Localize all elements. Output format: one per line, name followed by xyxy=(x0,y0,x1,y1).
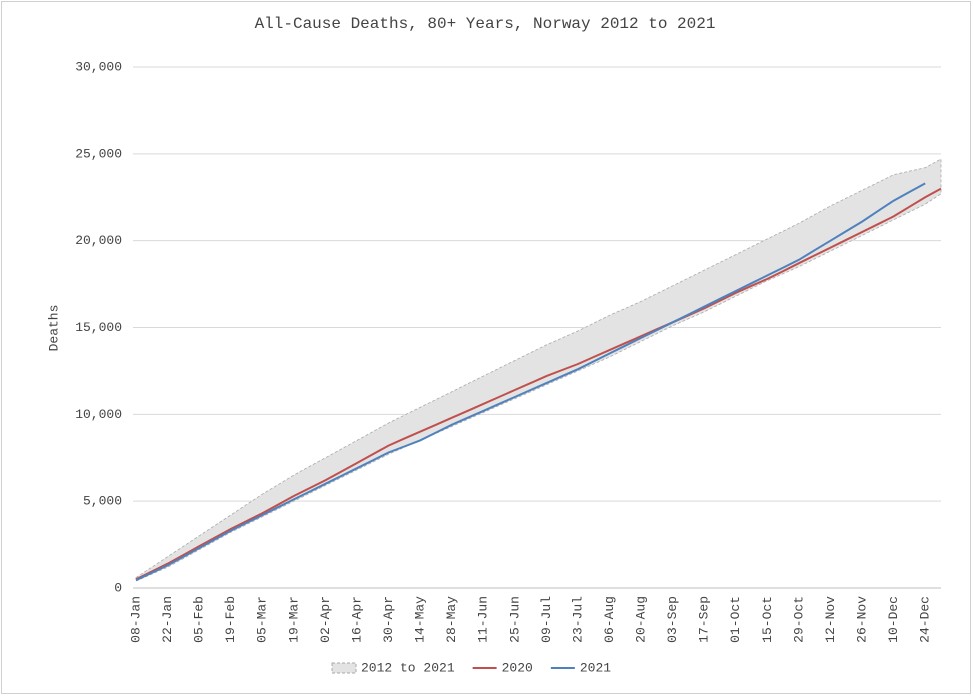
x-tick-label: 17-Sep xyxy=(697,596,712,643)
x-tick-label: 02-Apr xyxy=(318,596,333,643)
x-tick-label: 05-Feb xyxy=(192,596,207,643)
x-tick-label: 12-Nov xyxy=(823,596,838,643)
y-tick-label: 25,000 xyxy=(75,146,122,161)
x-tick-label: 08-Jan xyxy=(128,596,143,643)
x-tick-label: 20-Aug xyxy=(634,596,649,643)
legend-label: 2021 xyxy=(580,660,611,675)
x-tick-label: 10-Dec xyxy=(886,596,901,643)
legend-swatch xyxy=(331,662,357,674)
x-tick-label: 25-Jun xyxy=(507,596,522,643)
x-tick-label: 28-May xyxy=(444,596,459,643)
series-line xyxy=(135,187,942,581)
x-tick-label: 14-May xyxy=(413,596,428,643)
legend-label: 2012 to 2021 xyxy=(361,660,455,675)
x-tick-label: 22-Jan xyxy=(160,596,175,643)
y-tick-label: 5,000 xyxy=(83,494,122,509)
y-tick-label: 30,000 xyxy=(75,59,122,74)
y-axis-label: Deaths xyxy=(46,305,61,352)
y-tick-label: 10,000 xyxy=(75,407,122,422)
legend-label: 2020 xyxy=(502,660,533,675)
x-tick-label: 30-Apr xyxy=(381,596,396,643)
x-tick-label: 23-Jul xyxy=(570,596,585,643)
x-tick-label: 29-Oct xyxy=(791,596,806,643)
x-tick-label: 16-Apr xyxy=(349,596,364,643)
x-tick-label: 11-Jun xyxy=(476,596,491,643)
x-tick-label: 19-Mar xyxy=(286,596,301,643)
x-tick-label: 01-Oct xyxy=(728,596,743,643)
series-line xyxy=(135,182,926,582)
y-tick-label: 0 xyxy=(114,580,122,595)
y-tick-label: 15,000 xyxy=(75,320,122,335)
range-band xyxy=(135,158,942,582)
x-tick-label: 09-Jul xyxy=(539,596,554,643)
x-tick-label: 06-Aug xyxy=(602,596,617,643)
x-tick-label: 19-Feb xyxy=(223,596,238,643)
x-tick-label: 15-Oct xyxy=(760,596,775,643)
x-tick-label: 03-Sep xyxy=(665,596,680,643)
x-tick-label: 24-Dec xyxy=(918,596,933,643)
y-tick-label: 20,000 xyxy=(75,233,122,248)
x-tick-label: 05-Mar xyxy=(255,596,270,643)
x-tick-label: 26-Nov xyxy=(855,596,870,643)
chart-title: All-Cause Deaths, 80+ Years, Norway 2012… xyxy=(255,15,716,33)
